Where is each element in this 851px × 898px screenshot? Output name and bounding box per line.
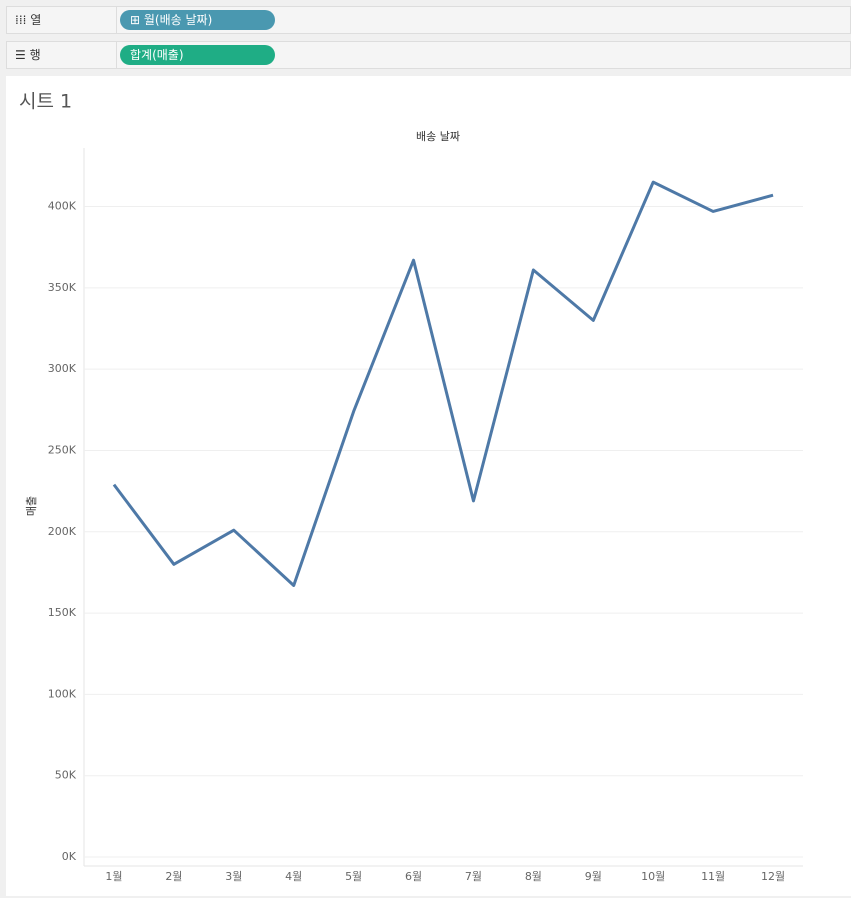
pill[interactable]: ⊞ 월(배송 날짜) xyxy=(120,10,275,30)
x-tick-label: 5월 xyxy=(345,870,362,883)
shelf-label: 열 xyxy=(30,13,42,27)
chart-title: 시트 1 xyxy=(19,91,72,113)
icon: ⁞⁞⁞ xyxy=(15,13,31,27)
y-tick-label: 200K xyxy=(48,525,77,538)
pill-text: 월(배송 날짜) xyxy=(143,13,213,27)
x-tick-label: 12월 xyxy=(761,870,785,883)
chart: 시트 1 배송 날짜 매출 0K 50K 100K 150K 200K 250K 300K 3… xyxy=(6,76,851,896)
y-tick-label: 400K xyxy=(48,200,77,213)
x-tick-label: 9월 xyxy=(585,870,602,883)
y-tick-label: 150K xyxy=(48,606,77,619)
x-tick-label: 7월 xyxy=(465,870,482,883)
x-tick-label: 3월 xyxy=(225,870,242,883)
y-tick-label: 250K xyxy=(48,443,77,456)
x-tick-label: 10월 xyxy=(641,870,665,883)
x-tick-label: 8월 xyxy=(525,870,542,883)
y-tick-label: 300K xyxy=(48,362,77,375)
x-tick-label: 6월 xyxy=(405,870,422,883)
y-tick-label: 50K xyxy=(55,769,77,782)
pill[interactable]: 합계(매출) xyxy=(120,45,275,65)
shelf-label: 행 xyxy=(29,48,41,62)
pill-text: 합계(매출) xyxy=(130,48,184,62)
x-tick-label: 2월 xyxy=(165,870,182,883)
x-tick-label: 1월 xyxy=(105,870,122,883)
y-tick-label: 0K xyxy=(62,850,77,863)
x-axis-title: 배송 날짜 xyxy=(416,130,460,143)
line xyxy=(112,180,774,587)
y-axis-title: 매출 xyxy=(25,496,38,516)
shelf-label-box: ☰ 행 xyxy=(7,42,117,68)
columns-shelf: ⁞⁞⁞ 열 ⊞ 월(배송 날짜) xyxy=(6,6,851,34)
x-tick-label: 11월 xyxy=(701,870,725,883)
shelf-label-box: ⁞⁞⁞ 열 xyxy=(7,7,117,33)
y-tick-label: 350K xyxy=(48,281,77,294)
icon: ☰ xyxy=(15,48,30,62)
icon: ⊞ xyxy=(130,13,144,27)
x-tick-label: 4월 xyxy=(285,870,302,883)
y-tick-label: 100K xyxy=(48,687,77,700)
rows-shelf: ☰ 행 합계(매출) xyxy=(6,41,851,69)
